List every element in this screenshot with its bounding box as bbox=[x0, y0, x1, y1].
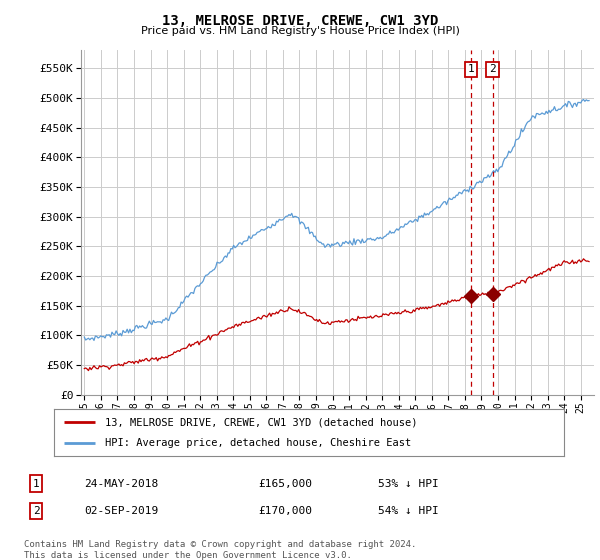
Text: 13, MELROSE DRIVE, CREWE, CW1 3YD (detached house): 13, MELROSE DRIVE, CREWE, CW1 3YD (detac… bbox=[105, 417, 418, 427]
Text: 1: 1 bbox=[468, 64, 475, 74]
Text: 2: 2 bbox=[489, 64, 496, 74]
Text: Contains HM Land Registry data © Crown copyright and database right 2024.
This d: Contains HM Land Registry data © Crown c… bbox=[24, 540, 416, 560]
Text: 24-MAY-2018: 24-MAY-2018 bbox=[84, 479, 158, 488]
Text: 02-SEP-2019: 02-SEP-2019 bbox=[84, 506, 158, 516]
Text: 54% ↓ HPI: 54% ↓ HPI bbox=[378, 506, 439, 516]
Text: £170,000: £170,000 bbox=[258, 506, 312, 516]
Text: 2: 2 bbox=[32, 506, 40, 516]
Text: 1: 1 bbox=[32, 479, 40, 488]
Text: 13, MELROSE DRIVE, CREWE, CW1 3YD: 13, MELROSE DRIVE, CREWE, CW1 3YD bbox=[162, 14, 438, 28]
Text: Price paid vs. HM Land Registry's House Price Index (HPI): Price paid vs. HM Land Registry's House … bbox=[140, 26, 460, 36]
Text: HPI: Average price, detached house, Cheshire East: HPI: Average price, detached house, Ches… bbox=[105, 438, 411, 448]
Text: £165,000: £165,000 bbox=[258, 479, 312, 488]
Text: 53% ↓ HPI: 53% ↓ HPI bbox=[378, 479, 439, 488]
